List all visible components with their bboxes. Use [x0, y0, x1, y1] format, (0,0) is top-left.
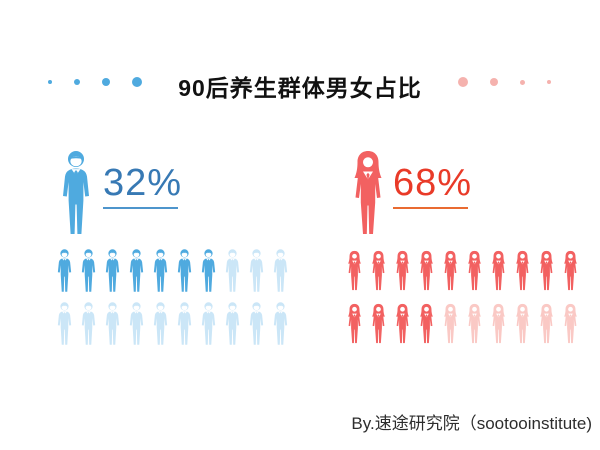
- male-icon-row: [56, 302, 289, 345]
- decorative-dot-icon: [520, 79, 525, 85]
- decorative-dot-icon: [458, 77, 468, 87]
- female-person-icon: [442, 249, 459, 292]
- female-person-icon: [538, 249, 555, 292]
- female-group: 68%: [346, 148, 590, 398]
- female-person-icon: [466, 302, 483, 345]
- female-person-icon: [466, 249, 483, 292]
- decorative-dot-icon: [102, 78, 110, 86]
- female-person-icon: [538, 302, 555, 345]
- female-icon-row: [346, 302, 579, 345]
- female-person-icon: [370, 302, 387, 345]
- female-person-icon: [418, 249, 435, 292]
- male-person-icon: [104, 302, 121, 345]
- male-icon-row: [56, 249, 289, 292]
- male-person-icon: [248, 302, 265, 345]
- female-person-icon-large: [350, 150, 386, 235]
- female-icon-grid: [346, 249, 579, 355]
- decorative-dot-icon: [547, 80, 551, 84]
- left-dot-decoration: [48, 74, 142, 90]
- male-person-icon: [272, 249, 289, 292]
- male-person-icon: [176, 249, 193, 292]
- female-person-icon: [562, 302, 579, 345]
- page-title: 90后养生群体男女占比: [178, 75, 422, 101]
- female-person-icon: [490, 249, 507, 292]
- female-person-icon: [514, 302, 531, 345]
- male-person-icon: [176, 302, 193, 345]
- male-person-icon: [80, 302, 97, 345]
- male-person-icon: [128, 302, 145, 345]
- female-person-icon: [346, 302, 363, 345]
- male-person-icon: [80, 249, 97, 292]
- male-person-icon: [200, 249, 217, 292]
- male-person-icon: [56, 302, 73, 345]
- male-group: 32%: [56, 148, 300, 398]
- male-person-icon: [152, 249, 169, 292]
- female-icon-row: [346, 249, 579, 292]
- female-person-icon: [370, 249, 387, 292]
- decorative-dot-icon: [48, 80, 52, 84]
- female-person-icon: [346, 249, 363, 292]
- male-person-icon-large: [60, 150, 92, 235]
- female-person-icon: [562, 249, 579, 292]
- decorative-dot-icon: [74, 79, 80, 85]
- male-percentage-label: 32%: [103, 162, 183, 204]
- female-person-icon: [490, 302, 507, 345]
- female-person-icon: [514, 249, 531, 292]
- male-percentage-underline: [103, 207, 178, 209]
- female-person-icon: [442, 302, 459, 345]
- female-person-icon: [418, 302, 435, 345]
- source-credit: By.速途研究院（sootooinstitute): [351, 414, 592, 433]
- male-person-icon: [248, 249, 265, 292]
- male-person-icon: [128, 249, 145, 292]
- male-person-icon: [200, 302, 217, 345]
- male-person-icon: [104, 249, 121, 292]
- male-person-icon: [224, 302, 241, 345]
- decorative-dot-icon: [132, 77, 142, 87]
- male-person-icon: [224, 249, 241, 292]
- female-percentage-label: 68%: [393, 162, 473, 204]
- female-percentage-underline: [393, 207, 468, 209]
- female-person-icon: [394, 249, 411, 292]
- male-person-icon: [272, 302, 289, 345]
- right-dot-decoration: [458, 74, 551, 90]
- male-person-icon: [152, 302, 169, 345]
- male-icon-grid: [56, 249, 289, 355]
- female-person-icon: [394, 302, 411, 345]
- decorative-dot-icon: [490, 78, 498, 86]
- male-person-icon: [56, 249, 73, 292]
